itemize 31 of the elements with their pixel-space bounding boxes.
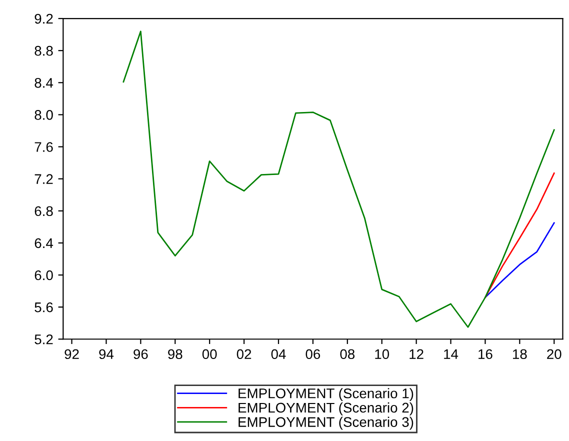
legend-label: EMPLOYMENT (Scenario 2) <box>238 402 414 416</box>
y-tick-label: 6.8 <box>34 206 53 216</box>
y-tick-label: 8.4 <box>34 78 54 88</box>
y-tick-label: 7.6 <box>34 142 53 152</box>
y-tick-label: 7.2 <box>34 174 53 184</box>
x-tick-label: 12 <box>410 349 424 359</box>
legend-label: EMPLOYMENT (Scenario 3) <box>238 416 414 430</box>
x-tick-label: 00 <box>202 349 217 360</box>
x-tick-label: 18 <box>513 349 527 360</box>
y-tick-label: 8.0 <box>34 110 53 120</box>
x-tick-label: 94 <box>99 349 114 360</box>
x-tick-label: 14 <box>444 349 458 359</box>
x-tick-label: 08 <box>340 349 355 360</box>
x-tick-label: 04 <box>271 349 286 360</box>
x-tick-label: 92 <box>64 349 79 360</box>
line-series <box>484 222 555 298</box>
line-series <box>122 30 555 328</box>
y-tick-label: 5.2 <box>34 334 53 344</box>
x-tick-label: 96 <box>134 349 148 360</box>
x-tick-label: 02 <box>236 349 252 360</box>
x-tick-label: 10 <box>375 349 390 360</box>
y-tick-label: 5.6 <box>34 302 53 312</box>
x-tick-label: 16 <box>478 349 492 360</box>
y-tick-label: 6.0 <box>34 270 53 280</box>
x-tick-label: 98 <box>168 349 182 360</box>
y-tick-label: 8.8 <box>34 46 53 56</box>
x-tick-label: 20 <box>547 349 562 360</box>
legend-label: EMPLOYMENT (Scenario 1) <box>238 388 414 402</box>
x-tick-label: 06 <box>306 349 320 360</box>
y-tick-label: 6.4 <box>34 238 54 248</box>
y-tick-label: 9.2 <box>34 14 53 24</box>
